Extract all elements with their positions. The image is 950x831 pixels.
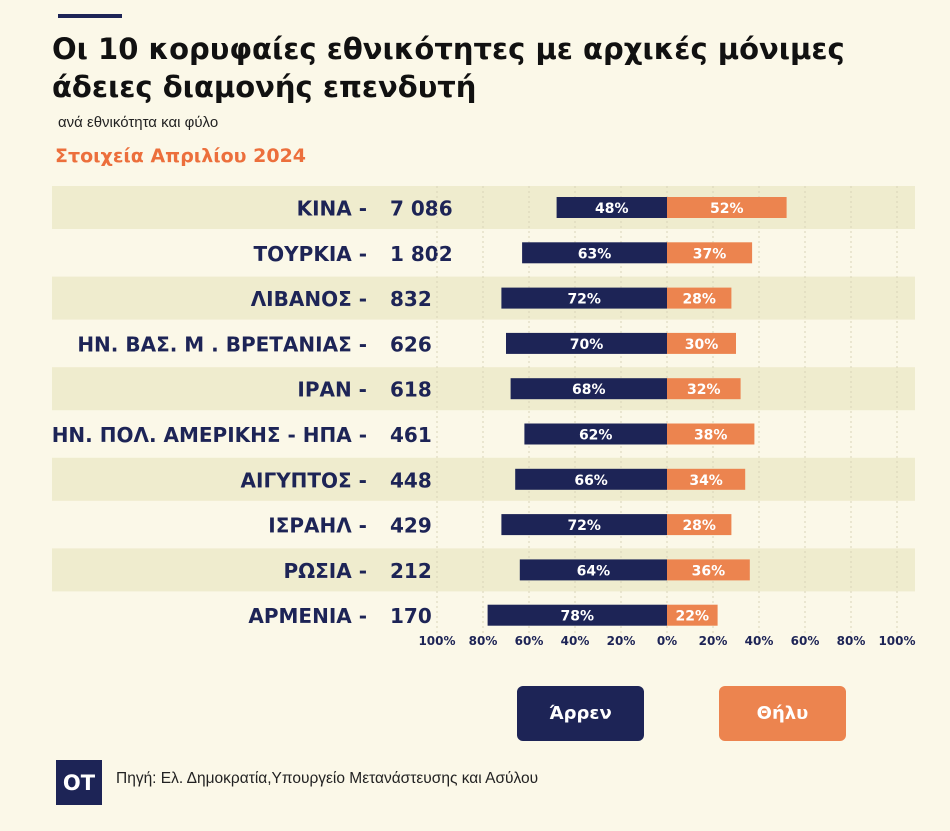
total-value: 832 <box>390 287 432 311</box>
bar-label-male: 48% <box>595 201 629 217</box>
category-label: ΛΙΒΑΝΟΣ - <box>251 287 367 311</box>
category-label: ΙΣΡΑΗΛ - <box>268 514 367 538</box>
total-value: 170 <box>390 604 432 628</box>
bar-male <box>556 197 667 218</box>
category-label: ΗΝ. ΒΑΣ. Μ . ΒΡΕΤΑΝΙΑΣ - <box>77 332 367 356</box>
legend-female-button[interactable]: Θήλυ <box>719 686 846 741</box>
x-tick-label: 20% <box>699 634 728 648</box>
bar-female <box>667 423 755 445</box>
x-tick-label: 80% <box>469 634 498 648</box>
row-band <box>52 367 915 411</box>
x-tick-label: 20% <box>607 634 636 648</box>
bar-male <box>524 423 667 445</box>
total-value: 212 <box>390 559 432 583</box>
x-tick-label: 60% <box>515 634 544 648</box>
category-label: ΙΡΑΝ - <box>297 378 367 402</box>
category-label: ΤΟΥΡΚΙΑ - <box>254 242 367 266</box>
total-value: 1 802 <box>390 242 453 266</box>
category-label: ΡΩΣΙΑ - <box>283 559 367 583</box>
bar-female <box>667 559 750 581</box>
bar-male <box>501 514 667 536</box>
chart-title: Οι 10 κορυφαίες εθνικότητες με αρχικές μ… <box>52 32 845 104</box>
bar-label-female: 34% <box>689 473 723 489</box>
row-band <box>52 457 915 501</box>
bar-label-male: 66% <box>574 473 608 489</box>
bar-label-female: 32% <box>687 382 721 398</box>
source-note: Πηγή: Ελ. Δημοκρατία,Υπουργείο Μετανάστε… <box>116 770 539 787</box>
bar-female <box>667 468 746 490</box>
bar-label-male: 62% <box>579 428 613 444</box>
bar-label-female: 52% <box>710 201 744 217</box>
category-label: ΚΙΝΑ - <box>297 197 367 221</box>
x-tick-label: 0% <box>657 634 677 648</box>
bar-male <box>519 559 667 581</box>
bar-label-female: 28% <box>682 292 716 308</box>
x-tick-label: 80% <box>837 634 866 648</box>
x-tick-label: 60% <box>791 634 820 648</box>
x-tick-label: 100% <box>418 634 455 648</box>
row-band <box>52 276 915 320</box>
category-label: ΑΙΓΥΠΤΟΣ - <box>241 468 367 492</box>
bar-female <box>667 514 732 536</box>
bar-label-male: 68% <box>572 382 606 398</box>
bar-female <box>667 287 732 309</box>
bar-label-female: 28% <box>682 518 716 534</box>
x-tick-label: 100% <box>878 634 915 648</box>
bar-female <box>667 197 787 218</box>
x-tick-label: 40% <box>745 634 774 648</box>
bar-label-male: 72% <box>567 518 601 534</box>
category-label: ΑΡΜΕΝΙΑ - <box>248 604 367 628</box>
bar-label-female: 30% <box>685 337 719 353</box>
bar-label-female: 37% <box>693 246 727 262</box>
title-accent-rule <box>58 14 122 18</box>
category-label: ΗΝ. ΠΟΛ. ΑΜΕΡΙΚΗΣ - ΗΠΑ - <box>52 423 367 447</box>
bar-female <box>667 242 753 264</box>
bar-male <box>522 242 667 264</box>
total-value: 7 086 <box>390 197 453 221</box>
publisher-logo: OT <box>56 760 102 805</box>
bar-label-male: 72% <box>567 292 601 308</box>
bar-male <box>487 604 667 626</box>
legend-male-button[interactable]: Άρρεν <box>517 686 644 741</box>
total-value: 461 <box>390 423 432 447</box>
chart-subtitle: ανά εθνικότητα και φύλο <box>58 114 219 131</box>
bar-male <box>501 287 667 309</box>
bar-male <box>515 468 667 490</box>
bar-label-female: 36% <box>692 563 726 579</box>
bar-label-female: 22% <box>676 609 710 625</box>
bar-label-male: 78% <box>561 609 595 625</box>
x-tick-label: 40% <box>561 634 590 648</box>
bar-female <box>667 332 736 354</box>
bar-female <box>667 378 741 400</box>
bar-male <box>506 332 667 354</box>
bar-label-female: 38% <box>694 428 728 444</box>
bar-male <box>510 378 667 400</box>
date-label: Στοιχεία Απριλίου 2024 <box>55 145 307 167</box>
total-value: 448 <box>390 468 432 492</box>
total-value: 626 <box>390 332 432 356</box>
row-band <box>52 548 915 592</box>
total-value: 429 <box>390 514 432 538</box>
bar-female <box>667 604 718 626</box>
bar-label-male: 70% <box>570 337 604 353</box>
bar-label-male: 63% <box>578 246 612 262</box>
total-value: 618 <box>390 378 432 402</box>
bar-label-male: 64% <box>577 563 611 579</box>
